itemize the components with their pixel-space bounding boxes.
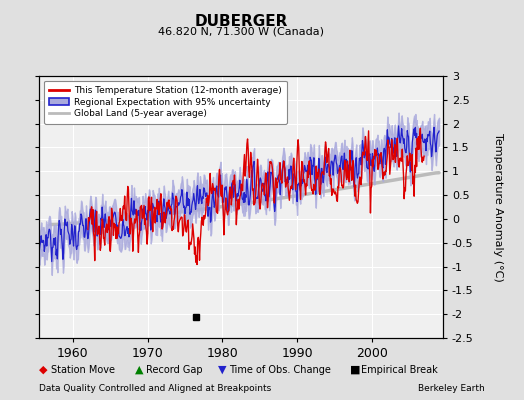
Text: Time of Obs. Change: Time of Obs. Change xyxy=(229,365,331,375)
Text: ■: ■ xyxy=(350,365,361,375)
Text: Empirical Break: Empirical Break xyxy=(361,365,437,375)
Legend: This Temperature Station (12-month average), Regional Expectation with 95% uncer: This Temperature Station (12-month avera… xyxy=(44,80,287,124)
Text: Data Quality Controlled and Aligned at Breakpoints: Data Quality Controlled and Aligned at B… xyxy=(39,384,271,393)
Text: Berkeley Earth: Berkeley Earth xyxy=(418,384,485,393)
Text: ▲: ▲ xyxy=(135,365,144,375)
Text: DUBERGER: DUBERGER xyxy=(194,14,288,29)
Text: 46.820 N, 71.300 W (Canada): 46.820 N, 71.300 W (Canada) xyxy=(158,26,324,36)
Text: ◆: ◆ xyxy=(39,365,48,375)
Text: Record Gap: Record Gap xyxy=(146,365,202,375)
Y-axis label: Temperature Anomaly (°C): Temperature Anomaly (°C) xyxy=(493,133,503,281)
Text: ▼: ▼ xyxy=(218,365,226,375)
Text: Station Move: Station Move xyxy=(51,365,115,375)
